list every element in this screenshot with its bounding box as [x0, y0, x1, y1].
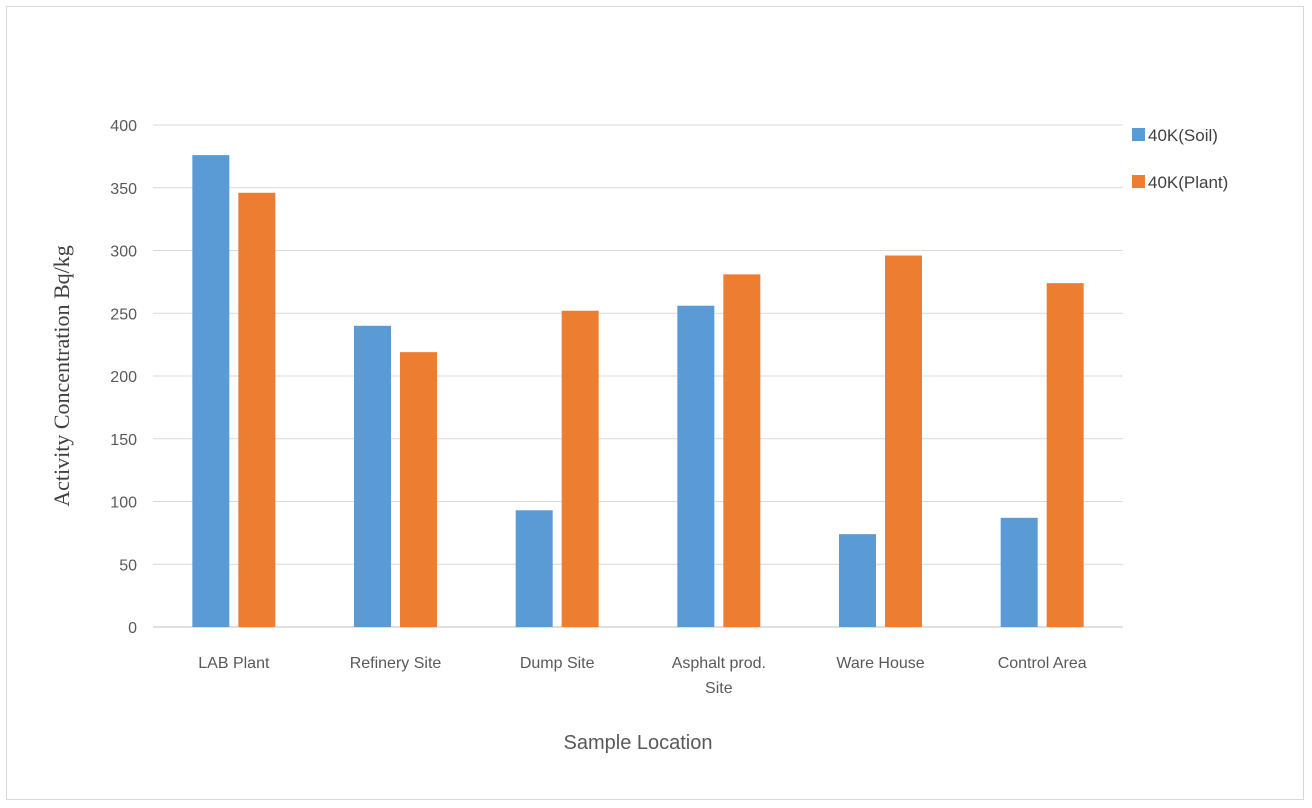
bar-soil — [839, 534, 876, 627]
bar-plant — [400, 352, 437, 627]
x-axis-ticks: LAB Plant Refinery Site Dump Site Asphalt p… — [198, 655, 1086, 697]
bar-soil — [354, 325, 391, 627]
x-tick-label: Control Area — [998, 655, 1087, 672]
x-tick-label: Refinery Site — [350, 655, 442, 672]
y-tick-label: 150 — [110, 432, 137, 449]
y-tick-label: 400 — [110, 118, 137, 135]
y-axis-label: Activity Concentration Bq/kg — [49, 245, 74, 507]
bar-plant — [1046, 283, 1084, 627]
bars — [192, 155, 1084, 627]
bar-soil — [677, 305, 715, 627]
bar-soil — [515, 510, 553, 627]
x-axis-label: Sample Location — [564, 732, 713, 754]
bar-chart: 0 50 100 150 200 250 300 350 400 LAB Plant Refine… — [49, 118, 1228, 754]
x-tick-label: Dump Site — [520, 655, 595, 672]
y-tick-label: 50 — [119, 557, 137, 574]
y-tick-label: 100 — [110, 495, 137, 512]
gridlines — [153, 124, 1123, 628]
y-tick-label: 350 — [110, 181, 137, 198]
bar-plant — [723, 274, 761, 627]
legend-label: 40K(Soil) — [1148, 126, 1218, 145]
legend-swatch — [1132, 175, 1145, 188]
x-tick-label: LAB Plant — [198, 655, 270, 672]
y-tick-label: 250 — [110, 306, 137, 323]
x-tick-label: Site — [705, 680, 733, 697]
bar-plant — [238, 192, 276, 627]
bar-plant — [561, 310, 599, 627]
x-tick-label: Ware House — [836, 655, 924, 672]
legend-swatch — [1132, 128, 1145, 141]
y-tick-label: 300 — [110, 244, 137, 261]
bar-soil — [1000, 517, 1038, 627]
x-tick-label: Asphalt prod. — [672, 655, 766, 672]
chart-frame: 0 50 100 150 200 250 300 350 400 LAB Plant Refine… — [6, 6, 1304, 800]
legend: 40K(Soil) 40K(Plant) — [1132, 126, 1228, 192]
y-tick-label: 0 — [128, 620, 137, 637]
y-tick-label: 200 — [110, 369, 137, 386]
bar-plant — [885, 255, 922, 627]
y-axis-ticks: 0 50 100 150 200 250 300 350 400 — [110, 118, 137, 637]
bar-soil — [192, 155, 230, 627]
legend-label: 40K(Plant) — [1148, 173, 1228, 192]
